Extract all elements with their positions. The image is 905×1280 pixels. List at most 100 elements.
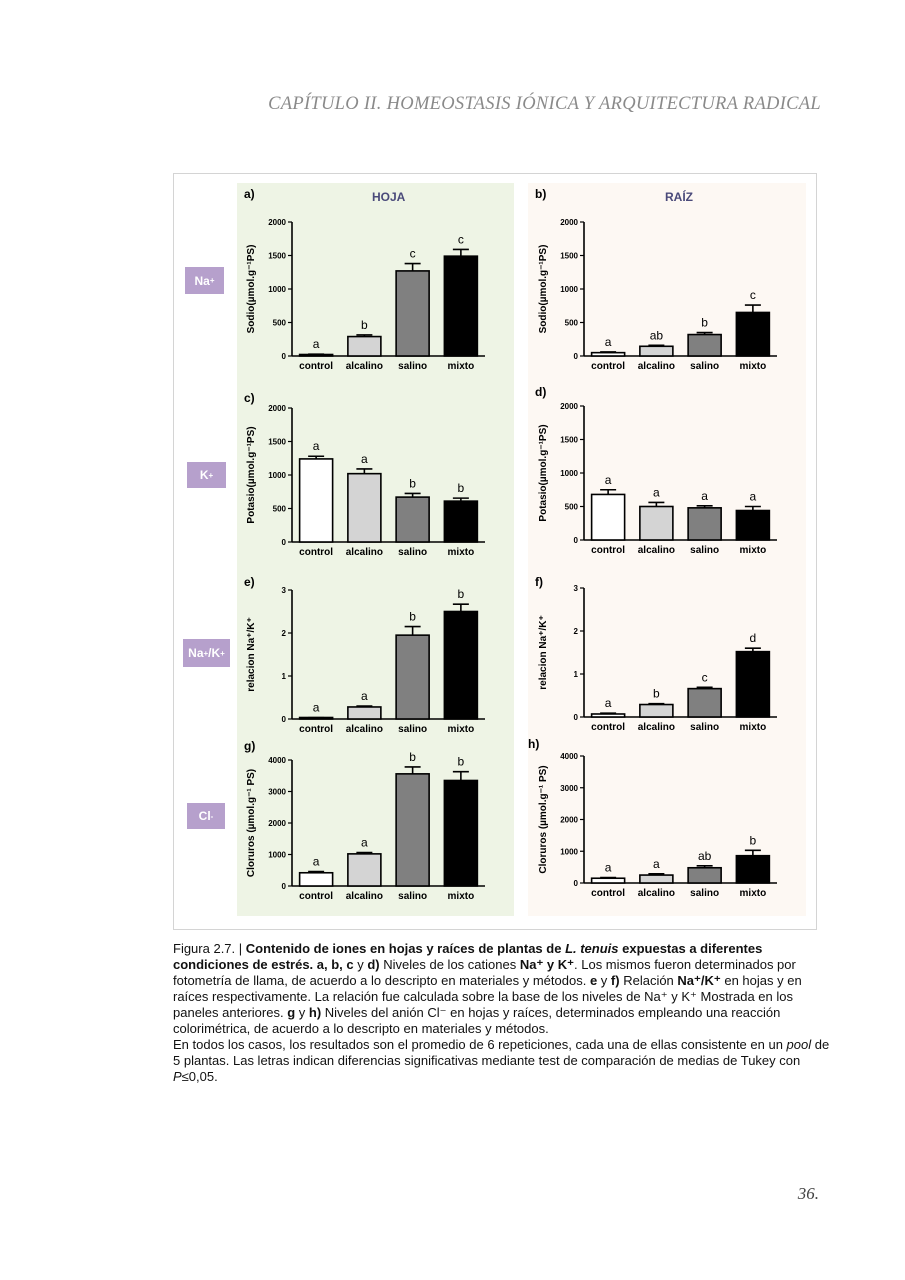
bar-alcalino: [639, 703, 674, 718]
x-tick-label: mixto: [448, 547, 475, 558]
caption-t5: Niveles del anión Cl⁻ en hojas y raíces,…: [173, 1005, 781, 1036]
y-tick-label: 1000: [560, 847, 578, 856]
x-tick-label: alcalino: [638, 888, 675, 899]
panel-label: f): [535, 575, 543, 589]
y-axis-label: Cloruros (µmol.g⁻¹ PS): [246, 769, 257, 877]
bar-mixto: [735, 854, 771, 884]
x-tick-label: salino: [398, 891, 427, 902]
bar-mixto: [443, 610, 479, 720]
x-tick-label: alcalino: [638, 545, 675, 556]
panel-label: h): [528, 737, 539, 751]
bar-control: [590, 713, 626, 718]
ion-k-sup: +: [208, 470, 214, 480]
ion-nak-sup2: +: [220, 648, 225, 658]
caption-p2c: ≤0,05.: [181, 1069, 218, 1084]
ion-cl-sup: -: [210, 811, 214, 821]
y-tick-label: 3: [282, 586, 287, 595]
ion-nak-base: Na: [188, 646, 204, 660]
bar-mixto: [443, 255, 479, 357]
significance-letter: ab: [650, 328, 664, 342]
y-axis-label: relacion Na⁺/K⁺: [538, 615, 549, 689]
significance-letter: b: [458, 755, 465, 769]
y-tick-label: 0: [282, 882, 287, 891]
x-tick-label: control: [299, 547, 333, 558]
significance-letter: b: [750, 833, 757, 847]
x-tick-label: alcalino: [638, 722, 675, 733]
x-tick-label: alcalino: [346, 891, 383, 902]
chart-b-raiz-sodio: b) 0 500 1000 1500 2000 Sodio(µmol.g⁻¹PS) a cont…: [535, 187, 777, 372]
bar-salino: [687, 866, 722, 884]
caption-ratio: Na⁺/K⁺: [677, 973, 721, 988]
x-tick-label: salino: [398, 724, 427, 735]
significance-letter: a: [313, 855, 320, 869]
y-tick-label: 1000: [560, 285, 578, 294]
significance-letter: a: [605, 861, 612, 875]
y-tick-label: 2000: [560, 816, 578, 825]
chart-a-hoja-sodio: a) 0 500 1000 1500 2000 Sodio(µmol.g⁻¹PS) a cont…: [244, 187, 485, 372]
ion-label-cl: Cl -: [187, 803, 225, 829]
chart-g-hoja-cloruros: g) 0 1000 2000 3000 4000 Cloruros (µmol.g⁻¹ PS…: [244, 739, 485, 902]
x-tick-label: control: [299, 361, 333, 372]
caption-y2: y: [597, 973, 611, 988]
caption-g1: g: [287, 1005, 296, 1020]
caption-h1: h): [308, 1005, 322, 1020]
bar-alcalino: [347, 853, 382, 887]
significance-letter: a: [605, 335, 612, 349]
ion-label-nak: Na +/K +: [183, 639, 230, 667]
panel-label: g): [244, 739, 255, 753]
x-tick-label: control: [591, 545, 625, 556]
y-axis-label: Potasio(µmol.g⁻¹PS): [246, 426, 257, 523]
caption-y3: y: [295, 1005, 309, 1020]
bar-control: [298, 458, 334, 543]
caption-pvar: P: [173, 1069, 182, 1084]
panel-label: d): [535, 385, 546, 399]
y-tick-label: 500: [565, 503, 579, 512]
x-tick-label: control: [591, 722, 625, 733]
bar-salino: [395, 773, 430, 887]
y-tick-label: 0: [574, 352, 579, 361]
y-tick-label: 1: [574, 670, 579, 679]
y-tick-label: 0: [574, 879, 579, 888]
significance-letter: c: [750, 288, 756, 302]
y-tick-label: 1000: [268, 851, 286, 860]
bar-mixto: [735, 311, 771, 357]
bar-control: [590, 877, 626, 884]
bar-alcalino: [639, 345, 674, 357]
significance-letter: a: [701, 489, 708, 503]
caption-bold-2: expuestas a diferentes condiciones de es…: [173, 941, 763, 972]
bar-control: [590, 493, 626, 541]
bar-control: [298, 871, 334, 887]
bar-salino: [687, 333, 722, 357]
y-tick-label: 3000: [268, 788, 286, 797]
caption-cations: Na⁺ y K⁺: [519, 957, 575, 972]
ion-na-base: Na: [194, 273, 210, 288]
y-axis-label: Sodio(µmol.g⁻¹PS): [538, 245, 549, 334]
caption-paragraph-2: En todos los casos, los resultados son e…: [173, 1037, 833, 1085]
significance-letter: ab: [698, 849, 712, 863]
caption-t4: en hojas y en raíces respectivamente. La…: [173, 973, 802, 1020]
significance-letter: a: [361, 452, 368, 466]
significance-letter: c: [410, 247, 416, 261]
caption-paragraph-1: Figura 2.7. | Contenido de iones en hoja…: [173, 941, 833, 1037]
y-tick-label: 1500: [560, 436, 578, 445]
y-tick-label: 4000: [268, 756, 286, 765]
x-tick-label: salino: [690, 361, 719, 372]
y-tick-label: 0: [282, 538, 287, 547]
bar-salino: [395, 496, 430, 543]
significance-letter: b: [458, 587, 465, 601]
ion-k-base: K: [199, 468, 209, 482]
panel-label: e): [244, 575, 255, 589]
bar-alcalino: [347, 472, 382, 543]
caption-f1: f): [610, 973, 620, 988]
x-tick-label: control: [591, 361, 625, 372]
caption-p2b: de 5 plantas. Las letras indican diferen…: [173, 1037, 830, 1068]
x-tick-label: alcalino: [346, 724, 383, 735]
x-tick-label: salino: [690, 545, 719, 556]
y-axis-label: Potasio(µmol.g⁻¹PS): [538, 424, 549, 521]
bar-alcalino: [639, 874, 674, 884]
significance-letter: a: [313, 701, 320, 715]
ion-label-na: Na +: [185, 267, 224, 294]
x-tick-label: alcalino: [346, 361, 383, 372]
significance-letter: a: [313, 439, 320, 453]
page-number: 36.: [797, 1184, 819, 1203]
